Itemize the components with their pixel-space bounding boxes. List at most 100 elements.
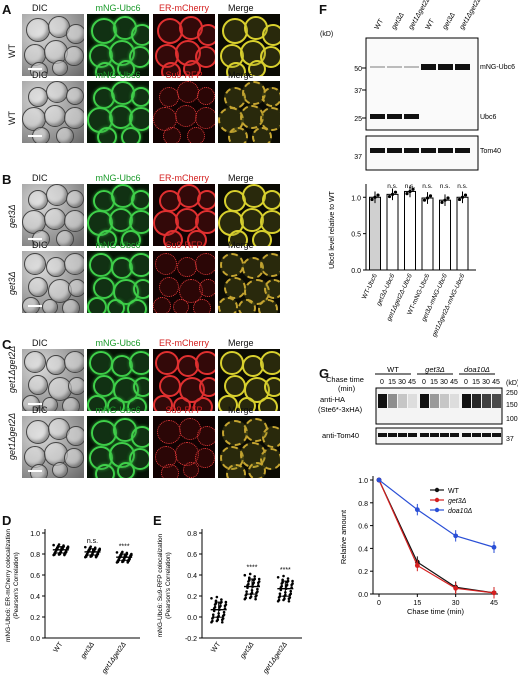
band-ha — [472, 394, 481, 408]
timepoint-label: 15 — [430, 379, 438, 386]
band-ha — [420, 394, 429, 408]
panel-letter-a: A — [2, 2, 12, 17]
micrograph-dic — [22, 14, 84, 76]
y-axis-label: Relative amount — [339, 509, 348, 564]
data-point — [115, 551, 119, 554]
data-point — [98, 548, 101, 552]
cell — [107, 299, 125, 313]
y-tick-label: 0.2 — [358, 569, 368, 576]
blot-label: Tom40 — [480, 148, 501, 155]
bar — [404, 190, 416, 271]
cell — [248, 60, 266, 76]
micrograph-red — [153, 349, 215, 411]
cell — [157, 420, 181, 444]
y-tick-label: 0.0 — [358, 592, 368, 599]
cell — [97, 230, 117, 246]
cell — [46, 184, 68, 206]
y-tick-label: -0.2 — [185, 636, 197, 643]
cell — [64, 107, 84, 129]
micrograph-red — [153, 81, 215, 143]
kd-marker: 37 — [506, 436, 514, 443]
row-label: get3Δ — [7, 271, 17, 295]
cell — [159, 87, 179, 107]
data-point — [289, 589, 293, 593]
band-tom40 — [430, 433, 439, 437]
chase-label: Chase time — [326, 375, 364, 384]
cell — [64, 210, 84, 232]
cell — [107, 397, 125, 411]
data-point — [245, 590, 248, 593]
cell — [64, 351, 84, 373]
significance-label: **** — [119, 543, 130, 550]
legend-marker — [434, 487, 440, 493]
scale-bar — [28, 470, 42, 472]
group-label: WT — [387, 365, 399, 374]
cell — [228, 127, 248, 143]
data-point — [405, 192, 409, 196]
x-tick-label: WT-Ubc6 — [361, 273, 379, 301]
cell — [220, 253, 244, 277]
data-point — [257, 577, 261, 581]
cell — [133, 377, 149, 397]
data-point — [286, 577, 290, 580]
y-axis-label: mNG-Ubc6: ER-mCherry colocalization — [5, 529, 12, 642]
cell — [121, 127, 141, 143]
cell — [64, 253, 84, 275]
data-point — [64, 550, 68, 554]
data-point — [440, 200, 444, 204]
panel-letter-c: C — [2, 337, 12, 352]
significance-label: n.s. — [440, 183, 451, 190]
cell — [26, 420, 50, 444]
group-label: get3Δ — [425, 365, 445, 374]
data-point — [66, 546, 70, 549]
column-header: mNG-Ubc6 — [95, 338, 141, 348]
micrograph-green — [87, 81, 149, 143]
y-tick-label: 1.0 — [30, 531, 40, 538]
y-tick-label: 0.0 — [187, 615, 197, 622]
band-ha — [440, 394, 449, 408]
cell — [131, 190, 149, 210]
significance-label: n.s. — [405, 183, 416, 190]
y-tick-label: 1.0 — [358, 478, 368, 485]
cell — [131, 24, 149, 46]
data-point — [288, 596, 292, 599]
cell — [93, 375, 115, 397]
data-point — [278, 592, 282, 595]
timepoint-label: 0 — [380, 379, 384, 386]
column-header: Su9-RFP — [165, 70, 203, 80]
cell — [64, 448, 84, 468]
data-point — [278, 594, 282, 598]
cell — [97, 127, 117, 143]
scale-bar — [28, 68, 42, 70]
series-line — [378, 479, 495, 548]
data-point — [52, 543, 55, 547]
data-point — [85, 553, 89, 557]
band-tom40 — [404, 148, 419, 153]
y-tick-label: 0.2 — [30, 615, 40, 622]
significance-label: **** — [247, 565, 258, 572]
cell — [89, 351, 113, 375]
band-ha — [482, 394, 491, 408]
band-ha — [430, 394, 439, 408]
cell — [129, 351, 149, 375]
cell — [66, 426, 84, 446]
cell — [163, 230, 183, 246]
column-header: Merge — [228, 405, 254, 415]
cell — [199, 377, 215, 397]
data-point — [222, 610, 226, 614]
cell — [52, 60, 68, 76]
x-tick-label: WT — [52, 641, 64, 655]
band-faint — [404, 66, 419, 68]
data-point — [249, 595, 253, 598]
data-point — [248, 576, 251, 580]
data-point — [280, 584, 284, 588]
cell — [199, 279, 215, 297]
legend-label: WT — [448, 488, 460, 495]
data-point — [220, 620, 224, 624]
cell — [66, 87, 84, 105]
band-tom40 — [398, 433, 407, 437]
row-label: get1Δget2Δ — [7, 412, 17, 460]
data-point — [277, 598, 281, 602]
panel-letter-g: G — [319, 366, 330, 381]
band-ha — [398, 394, 407, 408]
